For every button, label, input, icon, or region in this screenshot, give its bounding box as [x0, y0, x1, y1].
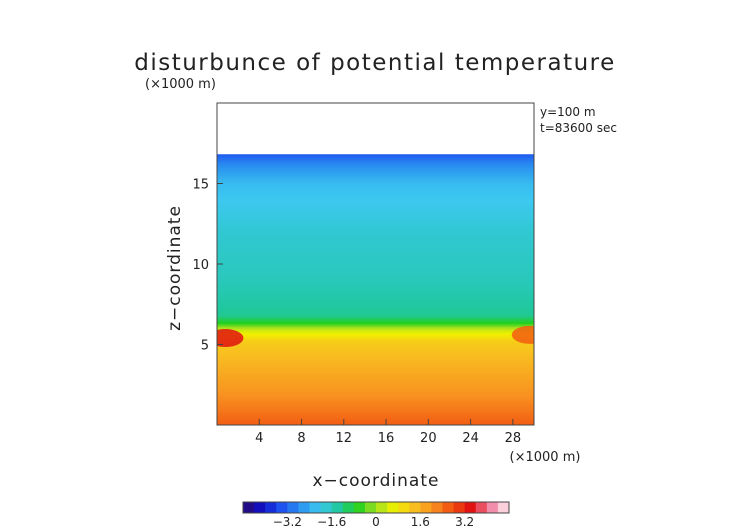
x-tick-label: 12: [336, 431, 353, 446]
colorbar-swatch: [287, 502, 299, 513]
colorbar-swatch: [265, 502, 277, 513]
y-axis: 5 10 15: [192, 178, 223, 354]
colorbar-swatch: [342, 502, 355, 513]
x-tick-label: 28: [505, 431, 522, 446]
x-axis: 4 8 12 16 20 24 28: [255, 419, 521, 446]
y-tick-label: 15: [192, 178, 209, 193]
colorbar-swatch: [398, 502, 410, 513]
colorbar-tick-label: 0: [372, 515, 380, 529]
x-tick-label: 8: [297, 431, 305, 446]
colorbar-swatch: [320, 502, 333, 513]
colorbar-swatch: [486, 502, 499, 513]
chart-title: disturbunce of potential temperature: [134, 50, 616, 76]
colorbar-swatch: [420, 502, 432, 513]
colorbar-swatch: [376, 502, 388, 513]
colorbar-swatch: [409, 502, 421, 513]
x-tick-label: 20: [420, 431, 437, 446]
heatmap-field: [217, 154, 534, 425]
colorbar-swatch: [298, 502, 310, 513]
hot-spot: [511, 325, 534, 344]
x-axis-title: x−coordinate: [313, 471, 440, 491]
annotation-t: t=83600 sec: [540, 121, 617, 135]
colorbar-swatch: [276, 502, 288, 513]
colorbar-swatch: [254, 502, 266, 513]
colorbar-swatch: [497, 502, 510, 513]
colorbar-swatch: [464, 502, 477, 513]
colorbar-swatch: [243, 502, 255, 513]
colorbar-tick-label: −3.2: [273, 515, 302, 529]
colorbar-tick-label: 1.6: [411, 515, 430, 529]
colorbar-swatch: [331, 502, 344, 513]
colorbar-swatch: [431, 502, 443, 513]
colorbar-ticks: −3.2 −1.6 0 1.6 3.2: [273, 515, 474, 529]
y-unit-label: (×1000 m): [145, 77, 216, 92]
hot-spot: [217, 329, 244, 348]
colorbar-swatch: [353, 502, 366, 513]
y-axis-title: z−coordinate: [165, 205, 185, 331]
colorbar-tick-label: −1.6: [317, 515, 346, 529]
colorbar-swatch: [453, 502, 466, 513]
colorbar-swatch: [475, 502, 488, 513]
x-tick-label: 24: [462, 431, 479, 446]
y-tick-label: 5: [201, 339, 209, 354]
colorbar-swatch: [442, 502, 454, 513]
colorbar-tick-label: 3.2: [455, 515, 474, 529]
colorbar-swatch: [387, 502, 399, 513]
x-unit-label: (×1000 m): [510, 450, 581, 465]
x-tick-label: 16: [378, 431, 395, 446]
annotation-y: y=100 m: [540, 105, 596, 119]
colorbar-swatch: [309, 502, 321, 513]
colorbar-frame: [242, 501, 510, 514]
x-tick-label: 4: [255, 431, 263, 446]
colorbar-swatch: [364, 502, 377, 513]
y-tick-label: 10: [192, 258, 209, 273]
colorbar: [242, 501, 510, 514]
